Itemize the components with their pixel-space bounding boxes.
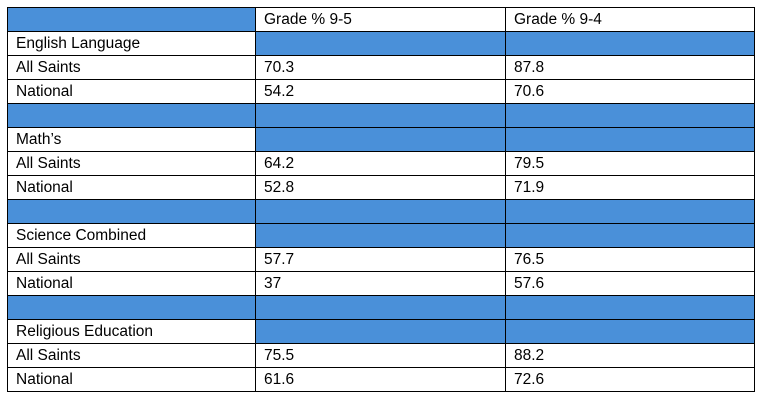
subject-fill-cell [505, 223, 755, 248]
grade-9-5-value: 75.5 [255, 343, 506, 368]
spacer-cell [7, 199, 256, 224]
grade-9-4-value: 88.2 [505, 343, 755, 368]
row-label: All Saints [7, 247, 256, 272]
subject-row: English Language [7, 31, 755, 56]
header-row: Grade % 9-5 Grade % 9-4 [7, 7, 755, 32]
subject-name: English Language [7, 31, 256, 56]
subject-fill-cell [255, 223, 506, 248]
spacer-cell [7, 103, 256, 128]
table-row: National 52.8 71.9 [7, 175, 755, 200]
grade-9-5-value: 52.8 [255, 175, 506, 200]
grade-9-5-value: 54.2 [255, 79, 506, 104]
subject-fill-cell [505, 319, 755, 344]
subject-name: Religious Education [7, 319, 256, 344]
spacer-cell [7, 295, 256, 320]
row-label: National [7, 175, 256, 200]
grade-9-4-value: 57.6 [505, 271, 755, 296]
results-table: Grade % 9-5 Grade % 9-4 English Language… [7, 7, 755, 392]
subject-fill-cell [505, 31, 755, 56]
subject-fill-cell [505, 127, 755, 152]
grade-9-4-value: 76.5 [505, 247, 755, 272]
grade-9-4-value: 87.8 [505, 55, 755, 80]
grade-9-4-value: 70.6 [505, 79, 755, 104]
spacer-row [7, 103, 755, 128]
table-row: All Saints 64.2 79.5 [7, 151, 755, 176]
table-row: All Saints 57.7 76.5 [7, 247, 755, 272]
header-grade-9-4: Grade % 9-4 [505, 7, 755, 32]
grade-9-5-value: 64.2 [255, 151, 506, 176]
spacer-cell [255, 103, 506, 128]
table-row: National 61.6 72.6 [7, 367, 755, 392]
subject-fill-cell [255, 127, 506, 152]
table-row: National 54.2 70.6 [7, 79, 755, 104]
grade-9-4-value: 72.6 [505, 367, 755, 392]
row-label: All Saints [7, 55, 256, 80]
header-blank-cell [7, 7, 256, 32]
grade-9-5-value: 70.3 [255, 55, 506, 80]
header-grade-9-5: Grade % 9-5 [255, 7, 506, 32]
spacer-cell [255, 295, 506, 320]
subject-row: Math’s [7, 127, 755, 152]
subject-fill-cell [255, 31, 506, 56]
table-row: National 37 57.6 [7, 271, 755, 296]
grade-9-4-value: 79.5 [505, 151, 755, 176]
row-label: All Saints [7, 151, 256, 176]
subject-row: Religious Education [7, 319, 755, 344]
table-row: All Saints 70.3 87.8 [7, 55, 755, 80]
grade-9-5-value: 57.7 [255, 247, 506, 272]
spacer-row [7, 199, 755, 224]
subject-name: Math’s [7, 127, 256, 152]
row-label: National [7, 367, 256, 392]
subject-row: Science Combined [7, 223, 755, 248]
grade-9-5-value: 61.6 [255, 367, 506, 392]
row-label: All Saints [7, 343, 256, 368]
row-label: National [7, 79, 256, 104]
table-row: All Saints 75.5 88.2 [7, 343, 755, 368]
subject-fill-cell [255, 319, 506, 344]
row-label: National [7, 271, 256, 296]
spacer-cell [255, 199, 506, 224]
subject-name: Science Combined [7, 223, 256, 248]
spacer-cell [505, 199, 755, 224]
grade-9-5-value: 37 [255, 271, 506, 296]
spacer-cell [505, 295, 755, 320]
spacer-cell [505, 103, 755, 128]
grade-9-4-value: 71.9 [505, 175, 755, 200]
spacer-row [7, 295, 755, 320]
